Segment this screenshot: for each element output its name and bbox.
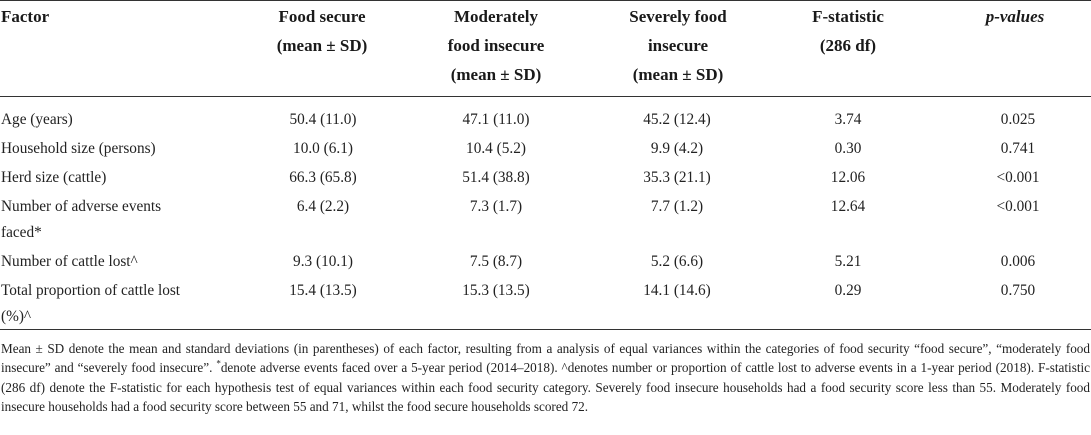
cell-herd-moderately: 51.4 (38.8) [462,169,530,186]
cell-household-pval: 0.741 [1000,140,1036,157]
cell-herd-fstat: 12.06 [830,169,866,186]
cell-adverse-moderately: 7.3 (1.7) [469,198,523,215]
cell-herd-severely: 35.3 (21.1) [643,169,711,186]
row-label-household-size: Household size (persons) [1,140,156,157]
cell-age-fstat: 3.74 [834,111,862,128]
cell-adverse-severely: 7.7 (1.2) [650,198,704,215]
cell-adverse-fstat: 12.64 [830,198,866,215]
cell-cattle-lost-moderately: 7.5 (8.7) [469,253,523,270]
cell-cattle-lost-pval: 0.006 [1000,253,1036,270]
row-label-herd-size: Herd size (cattle) [1,169,107,186]
cell-proportion-fstat: 0.29 [834,282,862,299]
row-label-proportion-lost-cont: (%)^ [1,308,32,325]
cell-herd-pval: <0.001 [996,169,1040,186]
table-top-rule [0,0,1091,1]
table-footnote: Mean ± SD denote the mean and standard d… [1,341,1091,415]
row-label-proportion-lost: Total proportion of cattle lost [1,282,181,299]
cell-cattle-lost-fstat: 5.21 [834,253,862,270]
cell-age-food-secure: 50.4 (11.0) [289,111,357,128]
cell-household-fstat: 0.30 [834,140,862,157]
cell-age-pval: 0.025 [1000,111,1036,128]
row-label-cattle-lost: Number of cattle lost^ [1,253,138,270]
cell-household-food-secure: 10.0 (6.1) [293,140,353,157]
header-p-values: p-values [985,7,1045,26]
cell-proportion-severely: 14.1 (14.6) [643,282,711,299]
cell-cattle-lost-severely: 5.2 (6.6) [650,253,704,270]
cell-proportion-pval: 0.750 [1000,282,1036,299]
table-header-rule [0,96,1091,97]
cell-cattle-lost-food-secure: 9.3 (10.1) [293,253,353,270]
cell-age-moderately: 47.1 (11.0) [462,111,530,128]
cell-household-severely: 9.9 (4.2) [650,140,704,157]
cell-proportion-moderately: 15.3 (13.5) [462,282,530,299]
cell-adverse-pval: <0.001 [996,198,1040,215]
row-label-adverse-events: Number of adverse events [1,198,162,215]
row-label-age: Age (years) [1,111,73,128]
header-moderately-food-insecure: Moderately food insecure (mean ± SD) [447,7,545,84]
table-bottom-rule [0,329,1091,330]
header-factor: Factor [1,7,50,26]
row-label-adverse-events-cont: faced* [1,224,42,241]
header-severely-food-insecure: Severely food insecure (mean ± SD) [629,7,727,84]
cell-proportion-food-secure: 15.4 (13.5) [289,282,357,299]
header-f-statistic: F-statistic (286 df) [812,7,884,55]
cell-herd-food-secure: 66.3 (65.8) [289,169,357,186]
cell-adverse-food-secure: 6.4 (2.2) [296,198,350,215]
cell-household-moderately: 10.4 (5.2) [466,140,526,157]
cell-age-severely: 45.2 (12.4) [643,111,711,128]
header-food-secure: Food secure (mean ± SD) [276,7,368,55]
